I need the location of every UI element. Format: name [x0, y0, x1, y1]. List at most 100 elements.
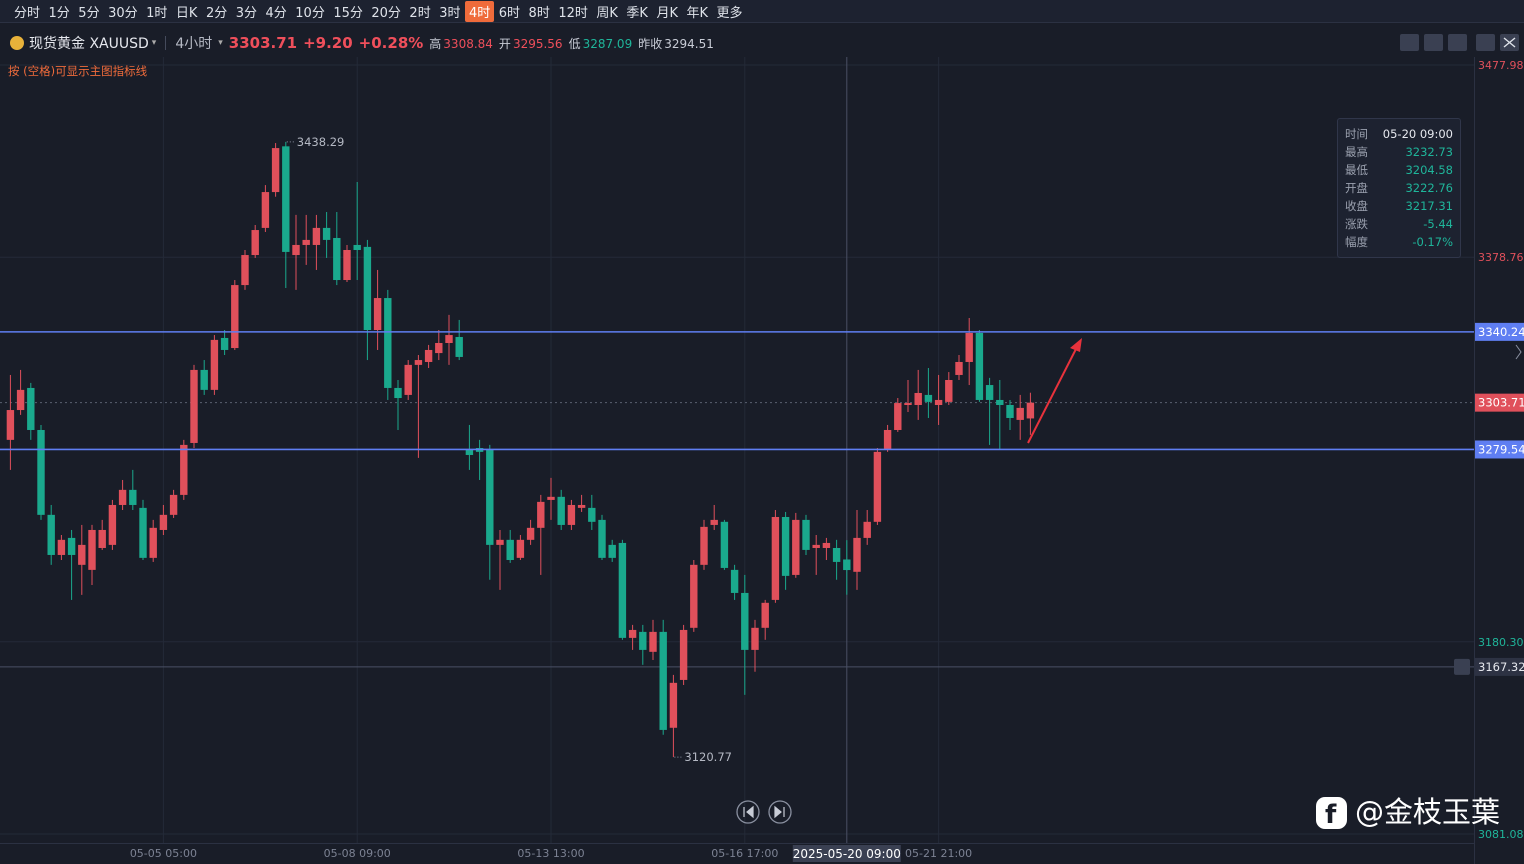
stat-label: 昨收 [638, 36, 663, 51]
timeframe-tab[interactable]: 更多 [716, 5, 743, 21]
candle-body [394, 387, 402, 399]
alert-bell[interactable] [1454, 658, 1470, 675]
timeframe-tab[interactable]: 2分 [205, 5, 228, 21]
candle-body [853, 537, 861, 572]
timeframe-tab[interactable]: 5分 [78, 5, 100, 21]
dropdown-caret[interactable]: ▾ [151, 38, 157, 48]
candle-body [577, 504, 586, 508]
candle-body [271, 148, 280, 193]
timeframe-tab[interactable]: 6时 [498, 5, 521, 21]
candle-body [843, 559, 851, 571]
candles [6, 141, 1035, 758]
candle-body [730, 569, 739, 593]
timeframe-tab[interactable]: 分时 [14, 5, 41, 21]
timeframe-tab[interactable]: 月K [656, 5, 678, 21]
candle-body [322, 227, 331, 240]
tooltip-value: 3204.58 [1405, 163, 1453, 177]
candle-body [792, 519, 800, 575]
x-tick-label: 05-21 21:00 [905, 847, 972, 860]
candle-body [282, 146, 290, 252]
candle-body [914, 392, 922, 405]
tooltip-label: 开盘 [1345, 181, 1368, 195]
candle-body [210, 339, 219, 390]
timeframe-tab[interactable]: 年K [686, 5, 708, 21]
stat-value: 3295.56 [512, 36, 563, 51]
candle-body [445, 335, 453, 343]
collapse-arrow[interactable] [1515, 344, 1522, 360]
timeframe-tab[interactable]: 季K [626, 5, 648, 21]
candle-body [57, 539, 66, 555]
candle-body [679, 629, 688, 680]
timeframe-tab[interactable]: 4分 [265, 5, 287, 21]
tooltip-row: 最低 3204.58 [1345, 161, 1453, 179]
timeframe-tab[interactable]: 周K [596, 5, 618, 21]
candle-body [547, 496, 555, 500]
candle-body [659, 631, 667, 730]
candle-body [455, 336, 463, 357]
candle-body [302, 239, 310, 245]
candle-body [996, 399, 1004, 405]
timeframe-tab[interactable]: 4时 [464, 0, 495, 22]
candle-body [67, 537, 76, 555]
timeframe-tab[interactable]: 8时 [528, 5, 550, 21]
timeframe-tab[interactable]: 10分 [295, 5, 325, 21]
candle-body [669, 682, 678, 728]
stats: 高 3308.84 开 3295.56 低 3287.09 昨收 3294.51 [423, 35, 714, 52]
timeframe-tab[interactable]: 15分 [333, 5, 363, 21]
candle-body [802, 519, 810, 550]
timeframe-tab[interactable]: 20分 [371, 5, 401, 21]
tooltip-row: 时间 05-20 09:00 [1345, 125, 1453, 143]
candle-body [231, 285, 239, 349]
timeframe-tab[interactable]: 2时 [409, 5, 431, 21]
change: +9.20 [303, 34, 353, 52]
candle-body [1026, 402, 1035, 419]
tooltip-value: -5.44 [1423, 217, 1453, 231]
stat-value: 3294.51 [664, 36, 714, 51]
timeframe-tab[interactable]: 日K [175, 5, 198, 21]
candle-body [343, 249, 351, 281]
tooltip-row: 开盘 3222.76 [1345, 179, 1453, 197]
timeframe-tab[interactable]: 1分 [48, 5, 70, 21]
max-label: 3438.29 [297, 135, 345, 149]
watermark-text: @金枝玉葉 [1355, 795, 1500, 829]
dropdown-caret[interactable]: ▾ [218, 38, 223, 48]
candle-body [129, 489, 137, 505]
candle-body [863, 521, 871, 538]
candle-body [883, 429, 892, 450]
stat-label: 开 [498, 36, 511, 51]
candle-body [690, 564, 698, 628]
candle-body [435, 342, 443, 354]
candle-body [934, 399, 943, 405]
timeframe-tab[interactable]: 3分 [235, 5, 257, 21]
tooltip-row: 最高 3232.73 [1345, 143, 1453, 161]
period[interactable]: 4小时 [175, 36, 213, 52]
candle-body [88, 529, 96, 570]
timeframe-tab[interactable]: 3时 [439, 5, 461, 21]
timeframe-tab[interactable]: 1时 [146, 5, 168, 21]
change-pct: +0.28% [358, 34, 424, 52]
x-tick-label: 05-08 09:00 [324, 847, 391, 860]
candle-body [1016, 407, 1024, 420]
panel-buttons[interactable] [1400, 34, 1519, 51]
candle-body [47, 514, 55, 555]
candle-body [955, 361, 963, 375]
candle-body [975, 332, 984, 400]
svg-text:f: f [1325, 800, 1337, 830]
timeframe-tab[interactable]: 30分 [108, 5, 138, 21]
tooltip-row: 幅度 -0.17% [1345, 233, 1453, 251]
candle-body [333, 237, 341, 281]
candle-body [241, 255, 249, 286]
candle-body [639, 631, 647, 650]
candle-body [516, 539, 525, 558]
last-price-box [1475, 393, 1524, 412]
candle-body [945, 380, 953, 402]
crosshair-time-label: 2025-05-20 09:00 [793, 847, 901, 861]
candle-body [363, 246, 372, 331]
separator [165, 36, 167, 50]
candle-body [873, 451, 882, 522]
nav-buttons[interactable] [736, 800, 792, 824]
symbol-name[interactable]: 现货黄金 XAUUSD [29, 36, 149, 52]
timeframe-tab[interactable]: 12时 [558, 5, 588, 21]
watermark: f @金枝玉葉 [1316, 795, 1500, 830]
candle-body [251, 230, 259, 256]
